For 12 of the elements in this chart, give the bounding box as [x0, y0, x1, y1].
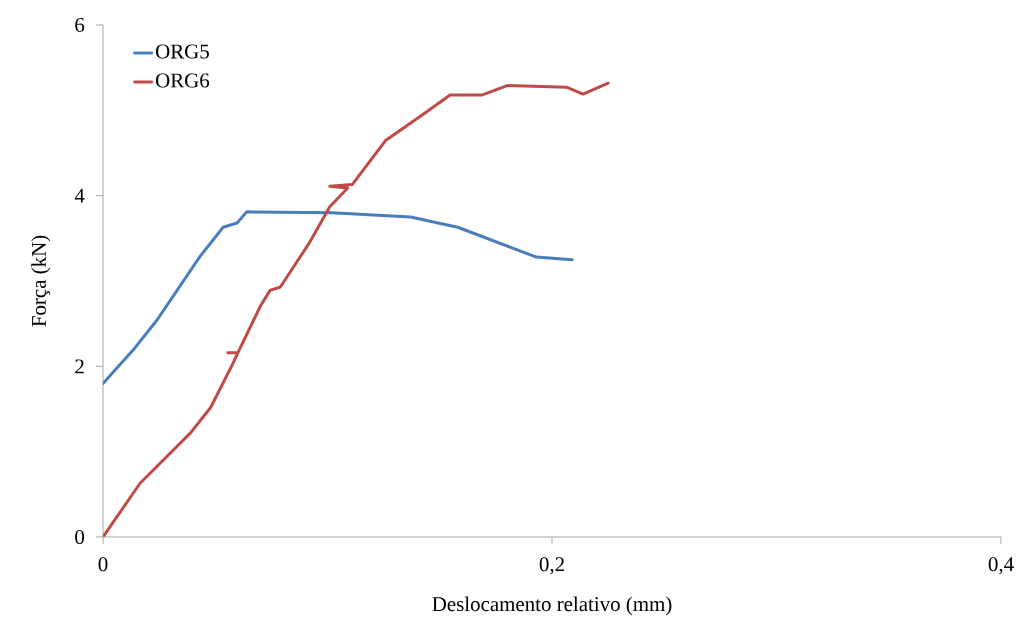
- y-tick-label: 4: [74, 188, 85, 203]
- y-tick-label: 2: [75, 359, 84, 374]
- x-tick-label: 0,2: [539, 557, 564, 575]
- line-series: [103, 210, 574, 385]
- y-axis-title: Força (kN): [31, 235, 51, 327]
- legend-label: ORG5: [155, 44, 209, 59]
- y-tick-label: 0: [75, 529, 85, 545]
- x-tick-label: 0,4: [988, 557, 1014, 575]
- legend-label: ORG6: [155, 73, 210, 88]
- x-tick-label: 0: [98, 557, 108, 572]
- y-tick-label: 6: [75, 17, 85, 33]
- x-axis-title: Deslocamento relativo (mm): [432, 596, 672, 616]
